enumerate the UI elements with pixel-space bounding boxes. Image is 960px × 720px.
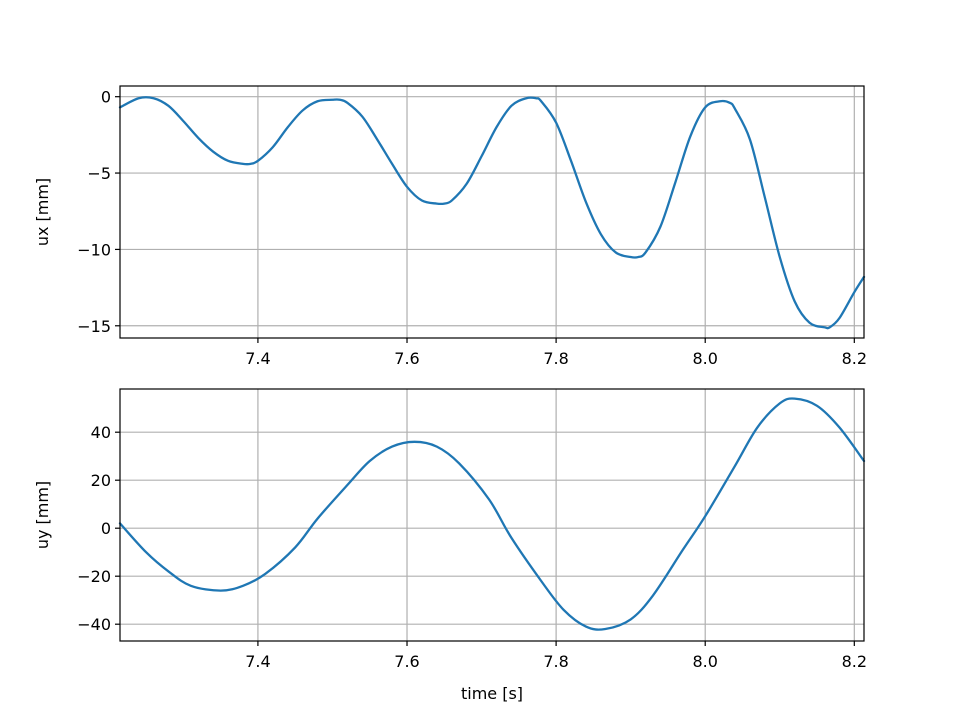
uy-x-tick-label: 8.2 xyxy=(842,652,867,671)
uy-y-tick-label: −20 xyxy=(77,567,111,586)
uy-y-tick-label: 20 xyxy=(91,471,111,490)
ux-x-tick-label: 8.0 xyxy=(692,349,717,368)
ux-y-tick-label: −10 xyxy=(77,240,111,259)
uy-x-tick-label: 7.4 xyxy=(245,652,270,671)
ux-axes-frame xyxy=(119,85,865,339)
ux-x-tick-label: 7.4 xyxy=(245,349,270,368)
ux-tick-marks xyxy=(115,96,855,343)
uy-gridlines xyxy=(120,389,864,641)
ux-x-tick-label: 8.2 xyxy=(842,349,867,368)
uy-axes-frame xyxy=(119,388,865,642)
uy-tick-marks xyxy=(115,431,855,646)
uy-x-tick-label: 8.0 xyxy=(692,652,717,671)
uy-y-tick-label: 40 xyxy=(91,423,111,442)
ux-series-line xyxy=(118,96,866,330)
ux-y-tick-label: −15 xyxy=(77,317,111,336)
uy-x-tick-label: 7.8 xyxy=(543,652,568,671)
uy-series-line xyxy=(118,397,866,631)
uy-y-tick-label: −40 xyxy=(77,615,111,634)
ux-subplot: 7.4 7.6 7.8 8.0 8.2 −15 −10 −5 0 ux [mm] xyxy=(33,85,867,368)
ux-gridlines xyxy=(120,86,864,338)
x-axis-label: time [s] xyxy=(461,684,523,703)
uy-y-tick-label: 0 xyxy=(101,519,111,538)
uy-subplot: 7.4 7.6 7.8 8.0 8.2 −40 −20 0 20 40 uy [mm] time … xyxy=(33,388,867,703)
uy-y-axis-label: uy [mm] xyxy=(33,481,52,549)
ux-y-tick-label: −5 xyxy=(87,164,111,183)
ux-x-tick-label: 7.6 xyxy=(394,349,419,368)
ux-y-tick-label: 0 xyxy=(101,88,111,107)
uy-x-tick-label: 7.6 xyxy=(394,652,419,671)
ux-y-axis-label: ux [mm] xyxy=(33,178,52,246)
ux-tick-labels: 7.4 7.6 7.8 8.0 8.2 −15 −10 −5 0 xyxy=(77,88,867,368)
uy-tick-labels: 7.4 7.6 7.8 8.0 8.2 −40 −20 0 20 40 xyxy=(77,423,867,671)
ux-x-tick-label: 7.8 xyxy=(543,349,568,368)
